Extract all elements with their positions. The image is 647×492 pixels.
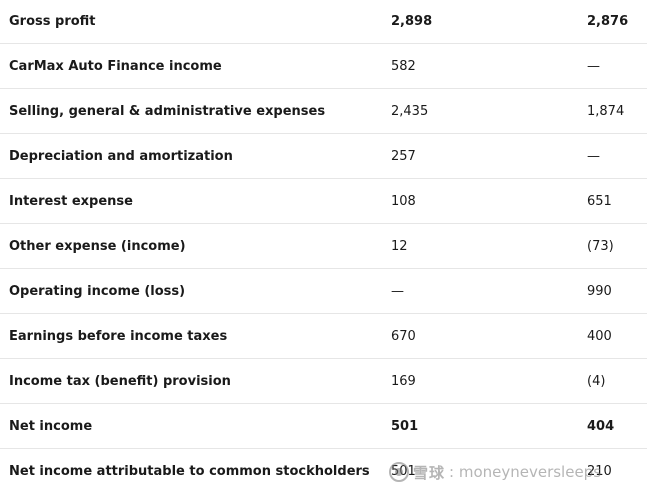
row-value-current: 670 [391,328,416,344]
row-value-current: 582 [391,58,416,74]
row-label: CarMax Auto Finance income [9,58,222,74]
row-value-prior: 1,874 [587,103,625,119]
row-value-current: 2,435 [391,103,429,119]
row-label: Gross profit [9,14,96,29]
row-label: Net income [9,418,93,434]
table-row: Interest expense 108 651 [0,179,647,224]
table-row: Net income attributable to common stockh… [0,449,647,492]
row-value-current: — [391,283,404,299]
row-value-current: 12 [391,238,408,254]
row-value-current: 257 [391,148,416,164]
row-label: Net income attributable to common stockh… [9,464,370,479]
table-row: CarMax Auto Finance income 582 — [0,44,647,89]
row-label: Other expense (income) [9,238,186,254]
table-row: Earnings before income taxes 670 400 [0,314,647,359]
table-row: Gross profit 2,898 2,876 [0,0,647,44]
row-value-current: 108 [391,193,416,209]
row-value-current: 501 [391,418,419,434]
row-value-prior: 400 [587,328,612,344]
table-row: Other expense (income) 12 (73) [0,224,647,269]
row-value-prior: 651 [587,193,612,209]
row-label: Earnings before income taxes [9,328,228,344]
row-label: Interest expense [9,193,133,209]
row-value-prior: 210 [587,464,612,479]
row-label: Operating income (loss) [9,283,186,299]
table-row: Income tax (benefit) provision 169 (4) [0,359,647,404]
table-row: Selling, general & administrative expens… [0,89,647,134]
row-value-prior: 404 [587,418,615,434]
row-value-prior: (4) [587,373,606,389]
row-value-current: 2,898 [391,14,433,29]
row-label: Income tax (benefit) provision [9,373,231,389]
row-value-prior: 990 [587,283,612,299]
row-value-prior: — [587,148,600,164]
table-row: Depreciation and amortization 257 — [0,134,647,179]
row-label: Selling, general & administrative expens… [9,103,326,119]
row-value-prior: — [587,58,600,74]
table-row: Operating income (loss) — 990 [0,269,647,314]
row-value-prior: 2,876 [587,14,629,29]
row-label: Depreciation and amortization [9,148,233,164]
row-value-current: 501 [391,464,416,479]
table-row: Net income 501 404 [0,404,647,449]
row-value-prior: (73) [587,238,614,254]
row-value-current: 169 [391,373,416,389]
